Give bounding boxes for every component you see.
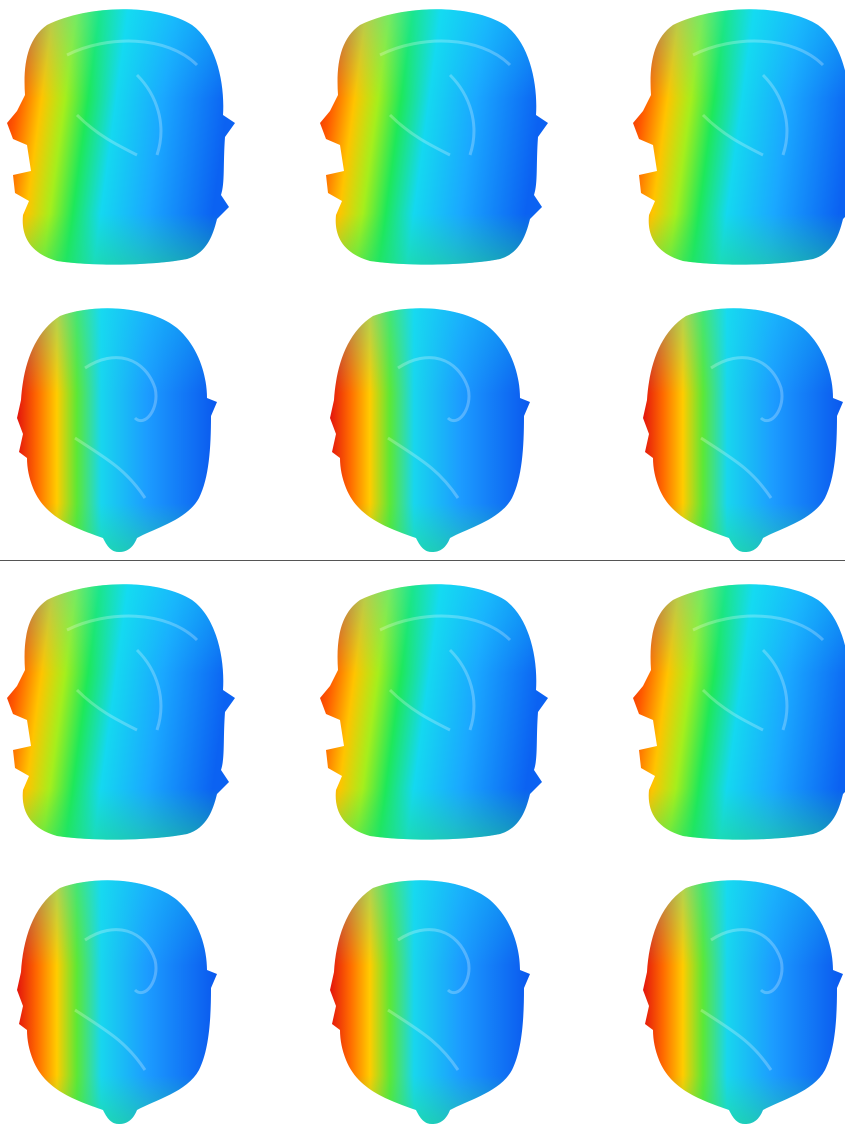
head-render	[641, 306, 845, 554]
head-render	[631, 7, 845, 267]
head-render	[318, 582, 550, 842]
head-render	[641, 878, 845, 1126]
head-render	[328, 878, 532, 1126]
head-render	[15, 306, 219, 554]
head-render	[5, 7, 237, 267]
head-render	[631, 582, 845, 842]
head-render	[328, 306, 532, 554]
head-render	[15, 878, 219, 1126]
head-render	[318, 7, 550, 267]
head-render	[5, 582, 237, 842]
